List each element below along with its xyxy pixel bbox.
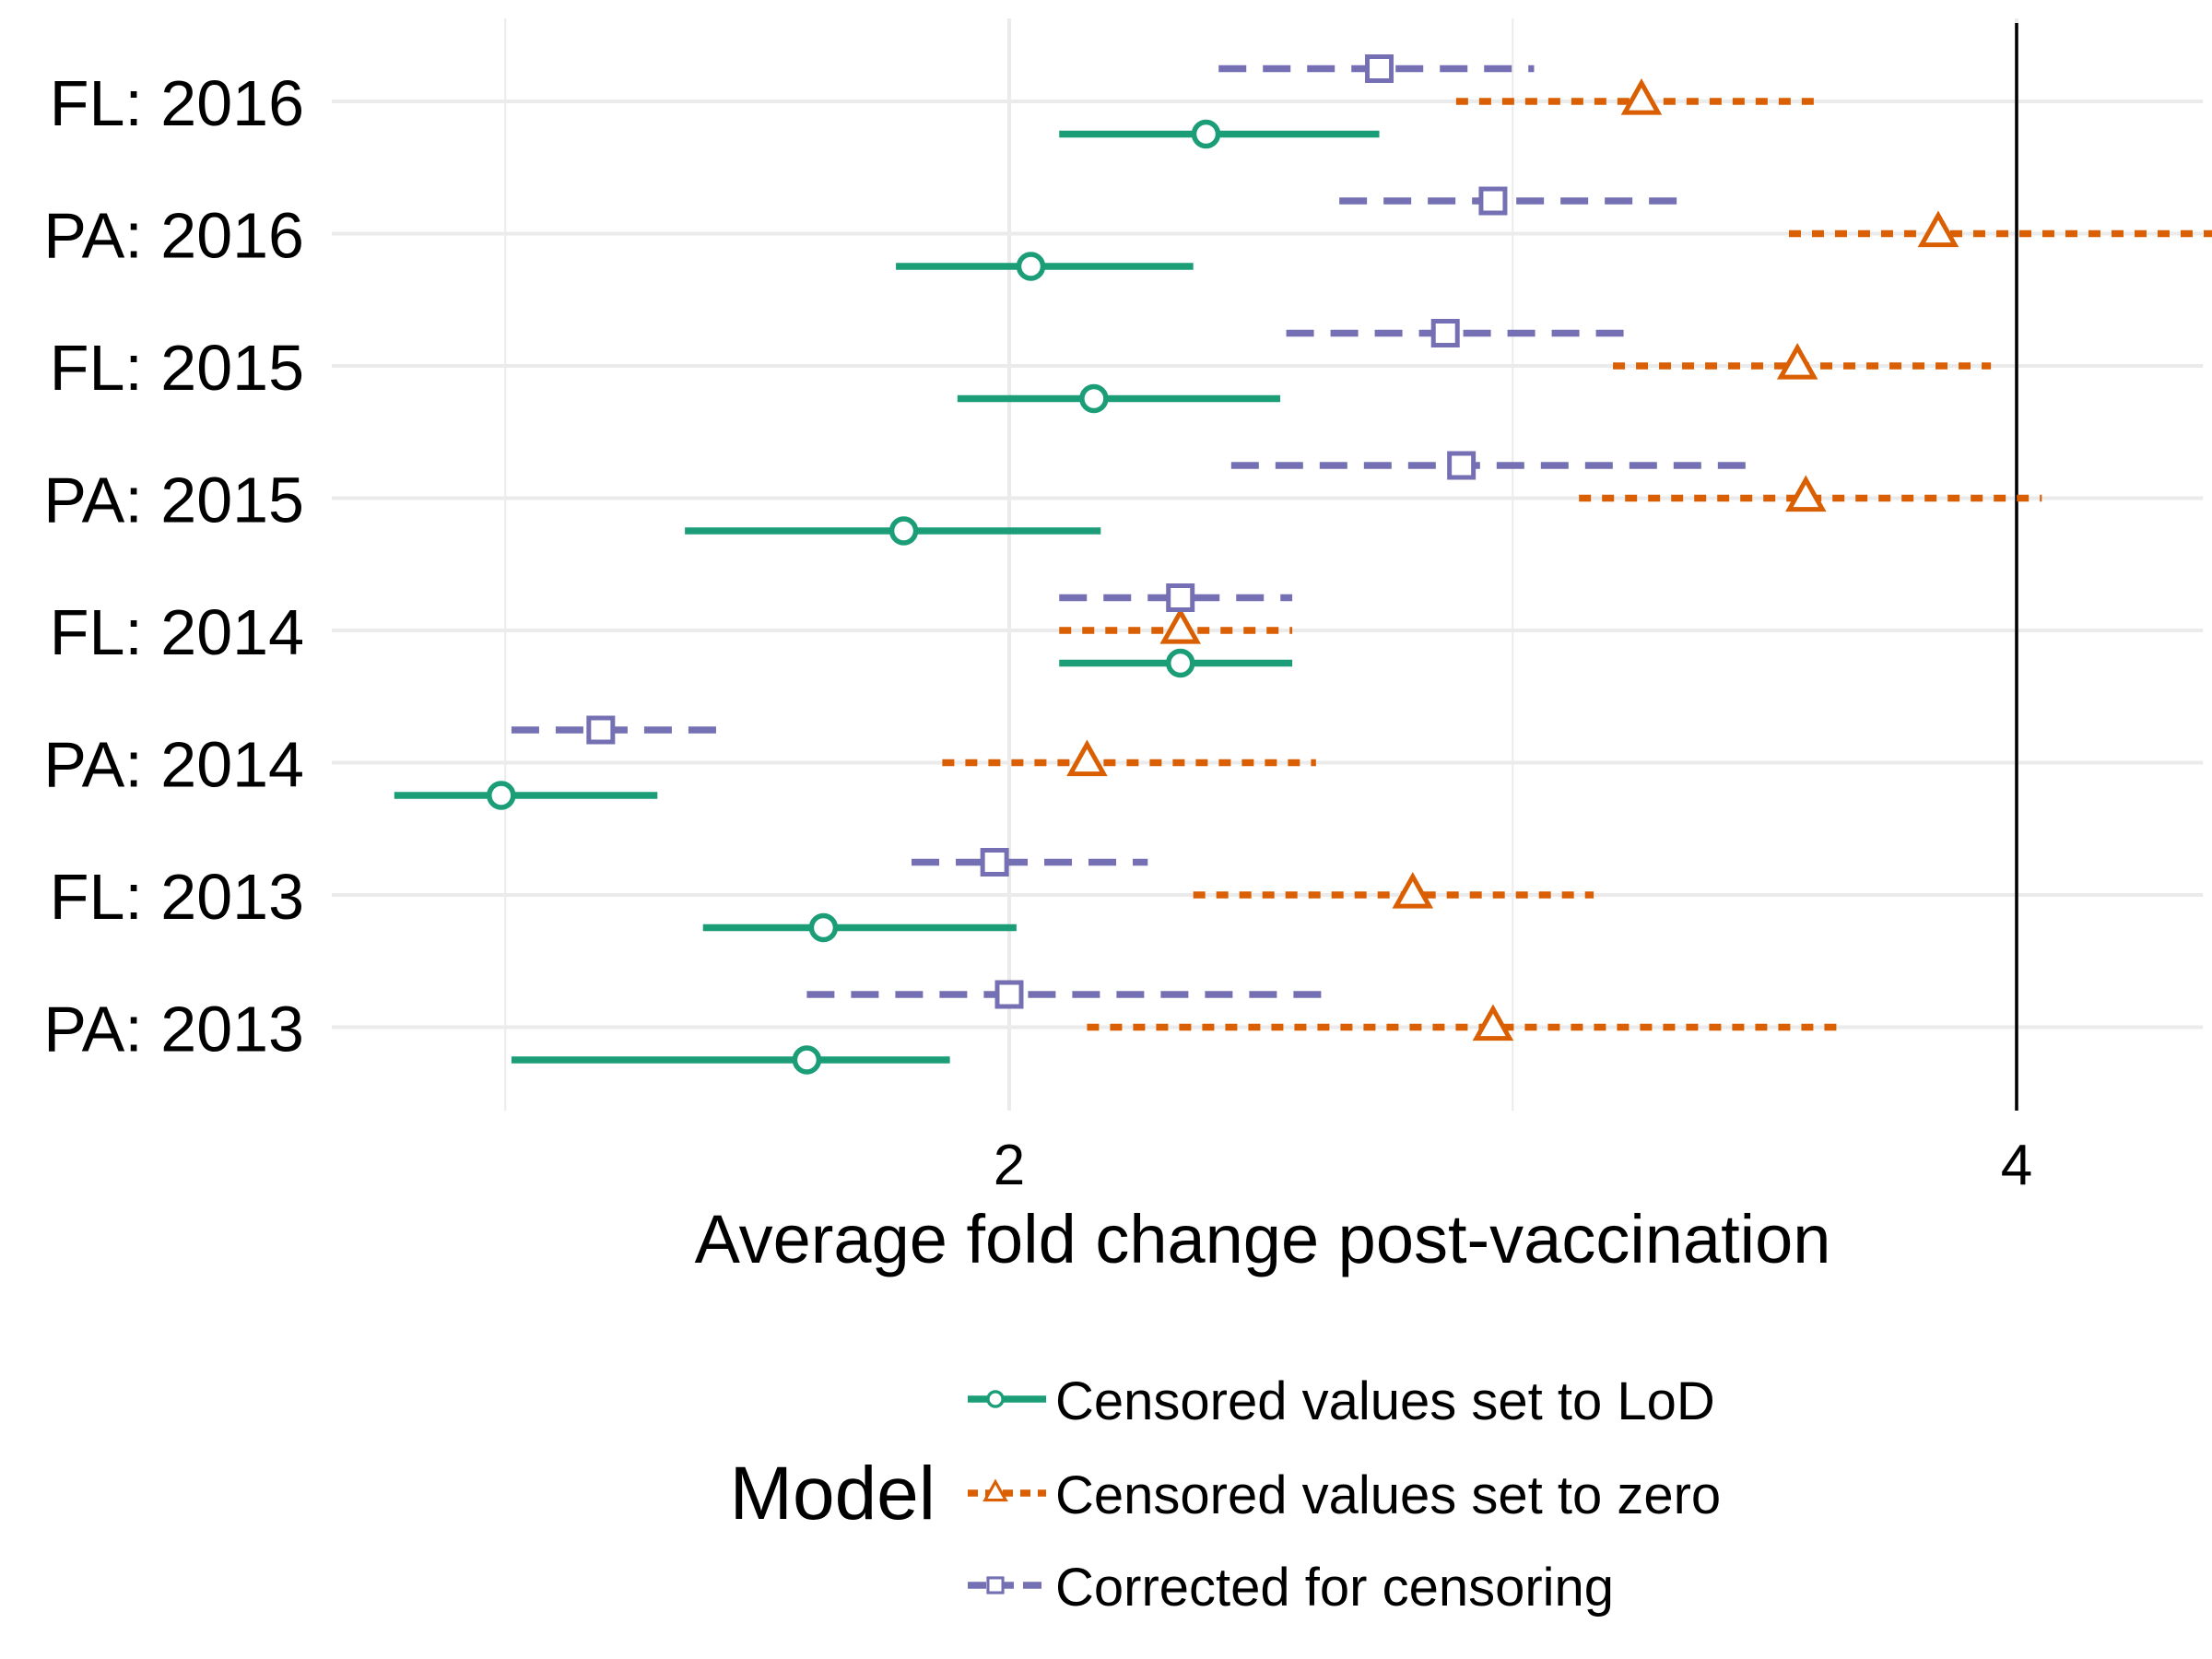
y-tick-label: FL: 2016 bbox=[50, 67, 304, 139]
data-point-circle bbox=[1016, 252, 1046, 281]
data-point-square bbox=[1447, 451, 1477, 480]
data-point-triangle bbox=[1392, 872, 1434, 909]
data-point-circle bbox=[487, 781, 516, 810]
y-tick-label: PA: 2016 bbox=[43, 200, 304, 272]
data-point-triangle bbox=[1917, 210, 1959, 248]
data-point-square bbox=[586, 715, 616, 745]
data-point-circle bbox=[986, 1390, 1005, 1408]
data-point-circle bbox=[1191, 119, 1221, 149]
legend-entry-label: Corrected for censoring bbox=[1055, 1558, 1614, 1618]
y-tick-label: PA: 2014 bbox=[43, 729, 304, 801]
y-tick-label: FL: 2015 bbox=[50, 332, 304, 404]
data-point-triangle bbox=[1159, 607, 1202, 644]
data-point-triangle bbox=[1066, 739, 1108, 777]
series-square bbox=[511, 54, 1759, 1009]
data-point-square bbox=[1365, 54, 1394, 83]
y-tick-label: PA: 2013 bbox=[43, 994, 304, 1065]
series-triangle bbox=[942, 78, 2212, 1041]
data-point-square bbox=[994, 980, 1024, 1009]
data-point-circle bbox=[808, 912, 839, 943]
data-point-triangle bbox=[1785, 475, 1827, 512]
series-layer bbox=[394, 54, 2212, 1075]
y-tick-label: FL: 2014 bbox=[50, 596, 304, 668]
legend-title: Model bbox=[730, 1452, 935, 1535]
data-point-square bbox=[1478, 186, 1508, 216]
data-point-circle bbox=[888, 516, 919, 546]
legend-entry-label: Censored values set to zero bbox=[1055, 1465, 1721, 1525]
data-point-triangle bbox=[1472, 1004, 1514, 1041]
series-circle bbox=[394, 119, 1380, 1075]
data-point-square bbox=[1430, 319, 1460, 347]
data-point-circle bbox=[1079, 383, 1109, 414]
x-tick-label: 2 bbox=[994, 1134, 1025, 1197]
data-point-square bbox=[980, 848, 1009, 877]
y-tick-label: FL: 2013 bbox=[50, 861, 304, 933]
y-tick-label: PA: 2015 bbox=[43, 465, 304, 536]
data-point-square bbox=[1166, 583, 1195, 612]
data-point-triangle bbox=[982, 1478, 1008, 1502]
data-point-triangle bbox=[1620, 78, 1663, 115]
data-point-triangle bbox=[1776, 343, 1818, 380]
data-point-circle bbox=[1165, 648, 1195, 678]
axis-layer: FL: 2016 PA: 2016 FL: 2015 PA: 2015 FL: 2014… bbox=[43, 67, 2032, 1197]
x-axis-title: Average fold change post-vaccination bbox=[695, 1201, 1831, 1277]
legend: Model Censored values set to LoD Censored… bbox=[730, 1371, 1722, 1618]
data-point-square bbox=[986, 1576, 1005, 1594]
legend-entry-label: Censored values set to LoD bbox=[1055, 1371, 1715, 1431]
grid-layer bbox=[332, 18, 2203, 1111]
data-point-circle bbox=[792, 1045, 822, 1075]
x-tick-label: 4 bbox=[2001, 1134, 2032, 1197]
